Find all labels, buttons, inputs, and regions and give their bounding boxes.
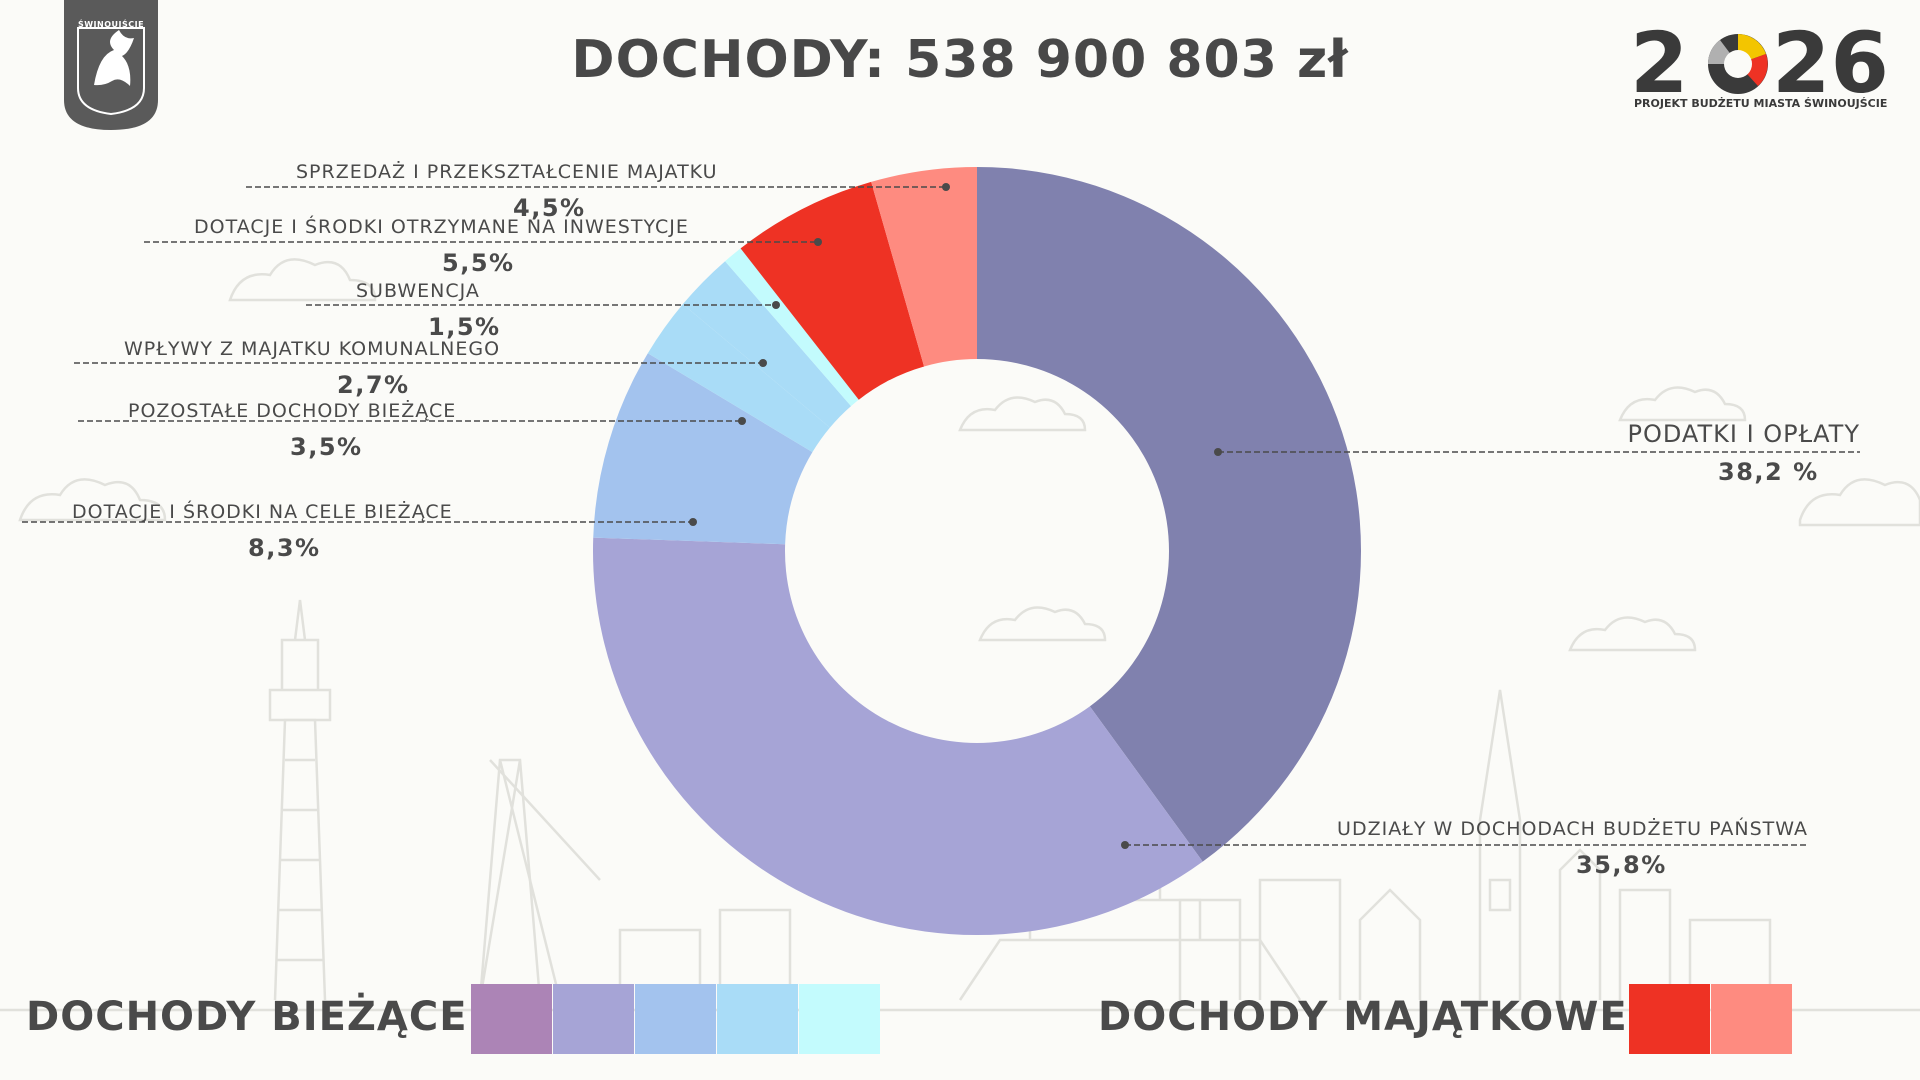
slice-label-sprzedaz: SPRZEDAŻ I PRZEKSZTAŁCENIE MAJATKU [296,160,718,183]
leader-dot-wplywy [759,359,767,367]
legend-current-swatch-1 [471,984,552,1054]
page-title: DOCHODY: 538 900 803 zł [571,30,1349,90]
donut-slice-pozostale [647,304,830,453]
leader-dot-sprzedaz [942,183,950,191]
leader-dot-subwencja [772,301,780,309]
slice-value-dotacje-biezace: 8,3% [248,534,321,562]
leader-dot-pozostale [738,417,746,425]
slice-label-dotacje-inwestycje: DOTACJE I ŚRODKI OTRZYMANE NA INWESTYCJE [194,214,689,238]
svg-text:26: 26 [1772,22,1889,102]
legend-current-swatch-5 [799,984,880,1054]
slice-label-udzialy: UDZIAŁY W DOCHODACH BUDŻETU PAŃSTWA [1337,817,1808,840]
slice-label-subwencja: SUBWENCJA [356,280,480,302]
slice-value-dotacje-inwestycje: 5,5% [442,249,515,277]
donut-slice-wplywy [682,261,852,428]
slice-value-pozostale: 3,5% [290,433,363,461]
slice-value-wplywy: 2,7% [337,371,410,399]
legend-current-title: DOCHODY BIEŻĄCE [26,994,468,1040]
logo-year-graphic: 2 26 [1630,22,1889,102]
slice-value-sprzedaz: 4,5% [513,194,586,222]
legend-capital-title: DOCHODY MAJĄTKOWE [1098,994,1628,1040]
legend-current-swatch-2 [553,984,634,1054]
crest-label: ŚWINOUJŚCIE [77,20,145,29]
slice-label-pozostale: POZOSTAŁE DOCHODY BIEŻĄCE [128,399,456,422]
slice-value-podatki: 38,2 % [1718,458,1819,486]
donut-slice-udzialy [593,537,1203,935]
city-crest: ŚWINOUJŚCIE [64,0,158,130]
leader-dot-udzialy [1121,841,1129,849]
legend-capital-swatches [1629,984,1793,1054]
logo-subtitle: PROJEKT BUDŻETU MIASTA ŚWINOUJŚCIE [1634,97,1888,110]
leader-dot-dotacje-inwestycje [814,238,822,246]
donut-slice-podatki [977,167,1362,862]
slice-label-podatki: PODATKI I OPŁATY [1627,420,1860,448]
legend-current-swatches [471,984,881,1054]
donut-slice-dotacje-biezace [593,353,813,545]
budget-2026-logo: 2 26 PROJEKT BUDŻETU MIASTA ŚWINOUJŚCIE [1630,22,1900,117]
slice-label-wplywy: WPŁYWY Z MAJATKU KOMUNALNEGO [124,338,500,360]
legend-capital-swatch-1 [1629,984,1710,1054]
slice-value-udzialy: 35,8% [1576,851,1667,879]
leader-dot-dotacje-biezace [689,518,697,526]
legend-current-swatch-4 [717,984,798,1054]
slice-label-dotacje-biezace: DOTACJE I ŚRODKI NA CELE BIEŻĄCE [72,499,453,523]
legend-current-swatch-3 [635,984,716,1054]
leader-dot-podatki [1214,448,1222,456]
slice-value-subwencja: 1,5% [428,313,501,341]
donut-slice-dotacje-inwestycje [740,181,925,400]
donut-slice-sprzedaz [871,167,977,367]
legend-capital-swatch-2 [1711,984,1792,1054]
svg-text:2: 2 [1630,22,1688,102]
